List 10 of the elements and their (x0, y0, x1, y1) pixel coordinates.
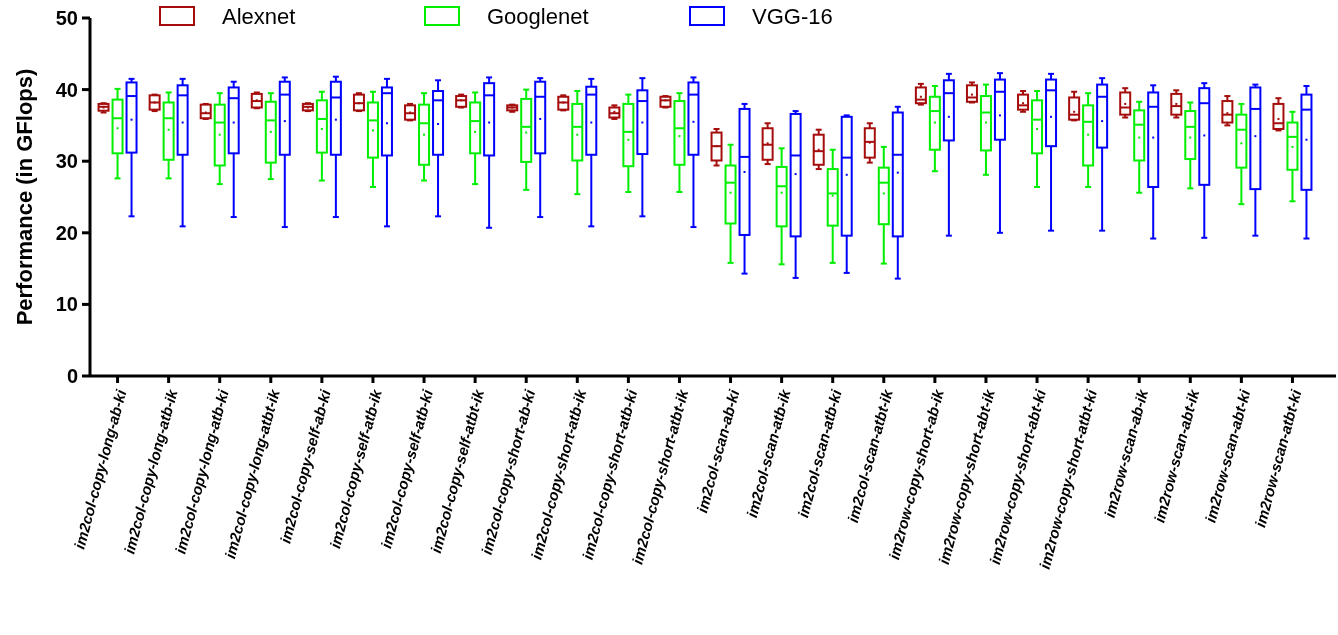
y-tick-label: 50 (55, 7, 78, 29)
legend-label: Alexnet (222, 3, 296, 29)
legend-label: Googlenet (487, 3, 589, 29)
y-tick-label: 0 (66, 365, 78, 387)
y-tick-label: 20 (55, 221, 78, 244)
y-axis-title: Performance (in GFlops) (12, 68, 37, 326)
y-tick-label: 10 (55, 293, 78, 316)
y-tick-label: 40 (55, 78, 78, 101)
legend-label: VGG-16 (752, 3, 833, 29)
y-tick-label: 30 (55, 150, 78, 173)
